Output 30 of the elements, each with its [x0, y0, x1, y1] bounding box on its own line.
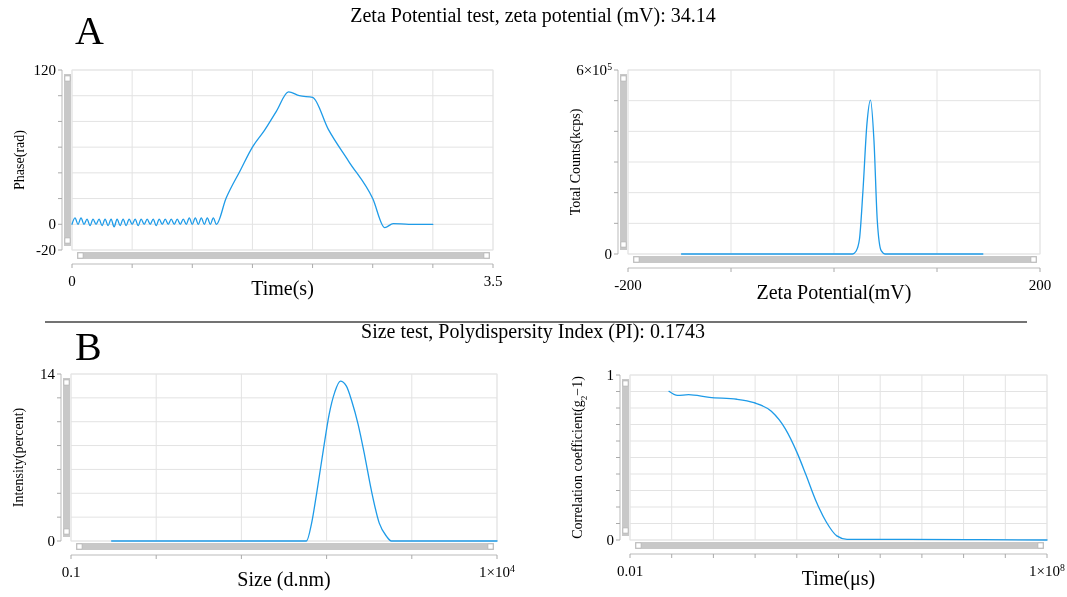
x-axis-title: Time(s) [251, 277, 314, 300]
text: Zeta Potential test, zeta potential (mV): 34.14 [350, 4, 716, 27]
line-series [680, 99, 984, 255]
y-axis-title: Intensity(percent) [11, 407, 27, 508]
y-tick-label: 120 [33, 62, 56, 78]
line-series [71, 91, 434, 229]
chart-title: Size test, Polydispersity Index (PI): 0.1743 [361, 320, 705, 343]
x-tick-label: -200 [614, 277, 642, 293]
y-tick-label: -20 [36, 242, 56, 258]
y-tick-label: 1 [606, 367, 614, 383]
y-tick-label: 6×10$^{5}$ [576, 60, 613, 78]
x-tick-label: 0 [68, 273, 76, 289]
y-axis-title: Total Counts(kcps) [568, 108, 584, 216]
x-tick-label: 200 [1028, 277, 1052, 293]
x-tick-label: 1×10$^{8}$ [1029, 561, 1066, 579]
y-axis-title: Phase(rad) [12, 129, 28, 190]
x-axis-title: Zeta Potential(mV) [756, 281, 912, 304]
x-axis-title: Size (d.nm) [237, 568, 331, 591]
y-tick-label: 0 [606, 532, 614, 548]
text: A [75, 8, 104, 53]
y-tick-label: 14 [40, 366, 56, 382]
y-tick-label: 0 [604, 246, 612, 262]
x-tick-label: 0.01 [616, 563, 644, 579]
x-tick-label: 3.5 [483, 273, 503, 289]
x-tick-label: 0.1 [61, 564, 81, 580]
x-tick-label: 1×10$^{4}$ [479, 562, 516, 580]
text: B [75, 324, 102, 369]
y-tick-label: 0 [48, 216, 56, 233]
y-tick-label: 0 [47, 533, 55, 549]
x-axis-title: Time(μs) [801, 567, 876, 590]
